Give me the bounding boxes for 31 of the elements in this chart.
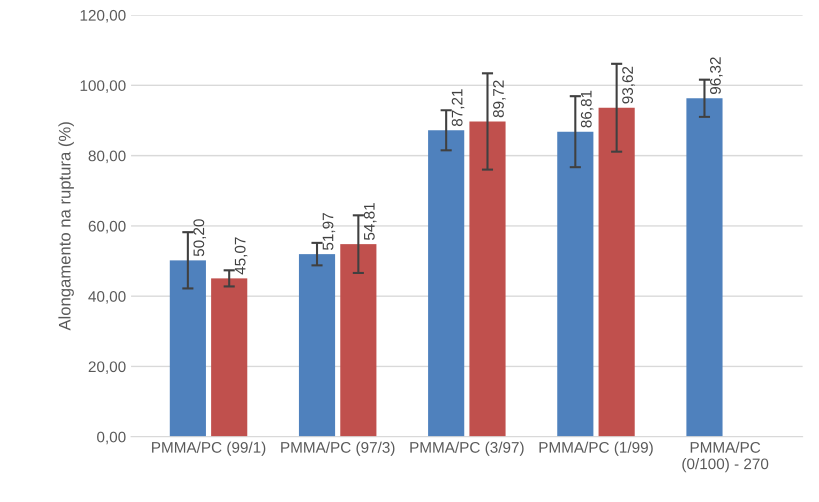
x-tick-label: PMMA/PC (0/100) - 270 [682,442,768,472]
bar [598,108,635,437]
bar [428,130,464,437]
bar [686,98,723,437]
bar [298,254,336,437]
data-label: 51,97 [322,213,336,250]
y-tick-label: 100,00 [80,80,126,93]
x-tick-label: PMMA/PC (1/99) [540,442,653,456]
y-tick-label: 20,00 [88,361,126,374]
data-label: 54,81 [364,203,377,240]
data-label: 50,20 [193,219,206,256]
y-tick-label: 120,00 [80,10,126,23]
bar [469,121,506,437]
bar [170,260,206,437]
y-axis-title: Alongamento na ruptura (%) [58,122,74,331]
bar [340,244,376,437]
y-tick-label: 40,00 [88,291,126,304]
y-tick-label: 0,00 [97,432,126,444]
bar [211,278,248,437]
data-label: 87,21 [452,89,464,126]
data-label: 45,07 [234,237,248,274]
data-label: 89,72 [493,80,506,118]
data-label: 86,81 [580,90,594,128]
data-label: 96,32 [710,57,723,94]
x-tick-label: PMMA/PC (3/97) [410,442,524,456]
bar [557,132,594,437]
x-tick-label: PMMA/PC (97/3) [281,442,394,456]
y-tick-label: 60,00 [88,220,126,234]
x-tick-label: PMMA/PC (99/1) [152,442,266,456]
data-label: 93,62 [622,66,635,104]
y-tick-label: 80,00 [88,150,126,164]
